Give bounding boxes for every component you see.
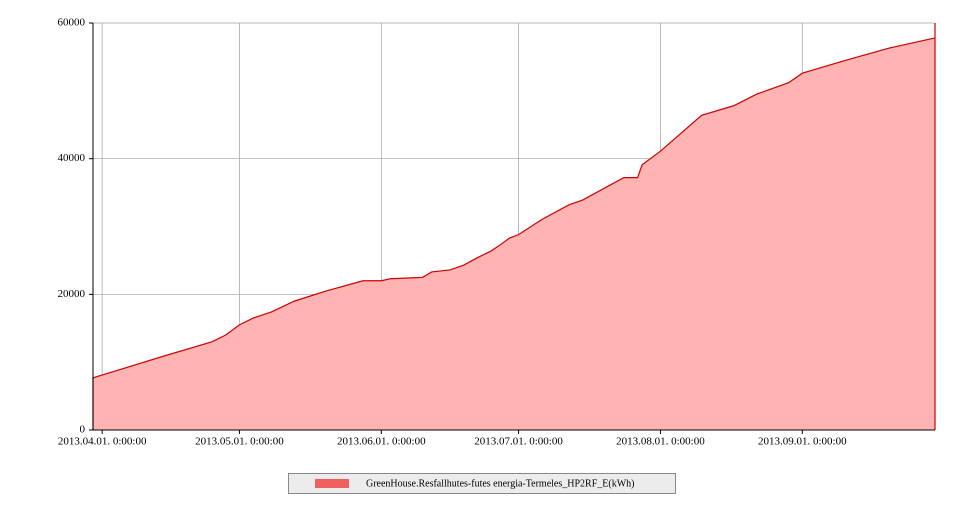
legend-box <box>288 473 676 494</box>
y-tick-label: 20000 <box>58 288 86 300</box>
x-tick-label: 2013.06.01. 0:00:00 <box>337 436 426 448</box>
legend-swatch <box>315 479 349 488</box>
line <box>92 37 936 379</box>
plot <box>92 23 936 430</box>
x-tick-label: 2013.07.01. 0:00:00 <box>474 436 563 448</box>
x-tick-label: 2013.09.01. 0:00:00 <box>758 436 847 448</box>
x-tick-label: 2013.05.01. 0:00:00 <box>195 436 284 448</box>
y-tick-label: 40000 <box>58 152 86 164</box>
legend: GreenHouse.Resfallhutes-futes energia-Te… <box>288 473 676 494</box>
axes: 0 20000 40000 60000 2013.04.01. 0:00:00 2013.… <box>58 17 935 448</box>
legend-label: GreenHouse.Resfallhutes-futes energia-Te… <box>366 478 634 489</box>
x-tick-label: 2013.04.01. 0:00:00 <box>58 436 147 448</box>
y-tick-label: 0 <box>80 424 86 436</box>
y-tick-label: 60000 <box>58 17 86 29</box>
area <box>93 37 935 430</box>
x-tick-label: 2013.08.01. 0:00:00 <box>616 436 705 448</box>
